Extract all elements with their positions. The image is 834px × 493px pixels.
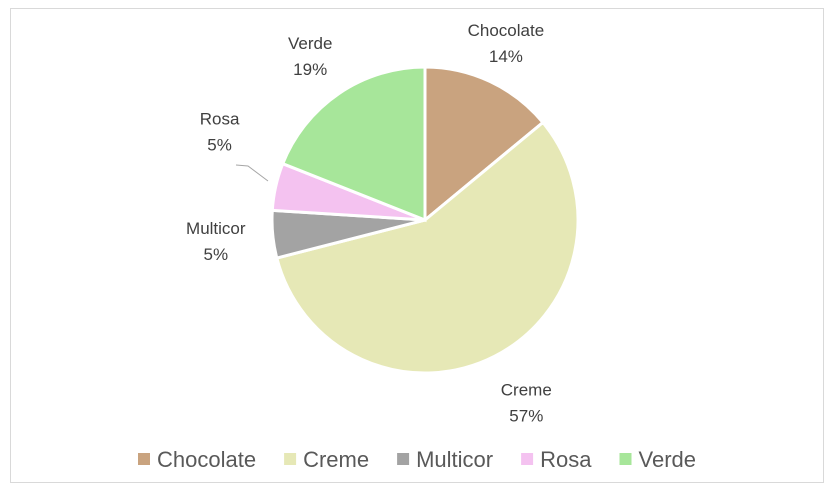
legend-swatch-multicor xyxy=(397,453,410,465)
legend-swatch-creme xyxy=(284,453,297,465)
data-label-value-verde: 19% xyxy=(293,60,327,79)
data-label-value-rosa: 5% xyxy=(207,136,232,155)
data-label-category-chocolate: Chocolate xyxy=(468,21,545,40)
legend-label-chocolate: Chocolate xyxy=(157,447,256,472)
data-label-category-rosa: Rosa xyxy=(200,110,240,129)
legend-label-verde: Verde xyxy=(639,447,697,472)
data-label-category-multicor: Multicor xyxy=(186,219,246,238)
legend-label-creme: Creme xyxy=(303,447,369,472)
data-label-category-verde: Verde xyxy=(288,34,332,53)
pie-slice-chocolate xyxy=(423,65,546,224)
leader-line-rosa xyxy=(235,164,269,182)
data-label-value-creme: 57% xyxy=(509,406,543,425)
legend-swatch-verde xyxy=(619,453,632,465)
data-label-value-multicor: 5% xyxy=(204,245,229,264)
data-label-value-chocolate: 14% xyxy=(489,47,523,66)
legend-label-rosa: Rosa xyxy=(540,447,592,472)
pie-slice-creme xyxy=(274,120,580,375)
legend: Chocolate Creme Multicor Rosa Verde xyxy=(138,447,696,472)
data-label-category-creme: Creme xyxy=(501,380,552,399)
legend-swatch-rosa xyxy=(521,453,534,465)
pie-slice-verde xyxy=(280,65,427,223)
legend-label-multicor: Multicor xyxy=(416,447,493,472)
legend-swatch-chocolate xyxy=(138,453,150,465)
